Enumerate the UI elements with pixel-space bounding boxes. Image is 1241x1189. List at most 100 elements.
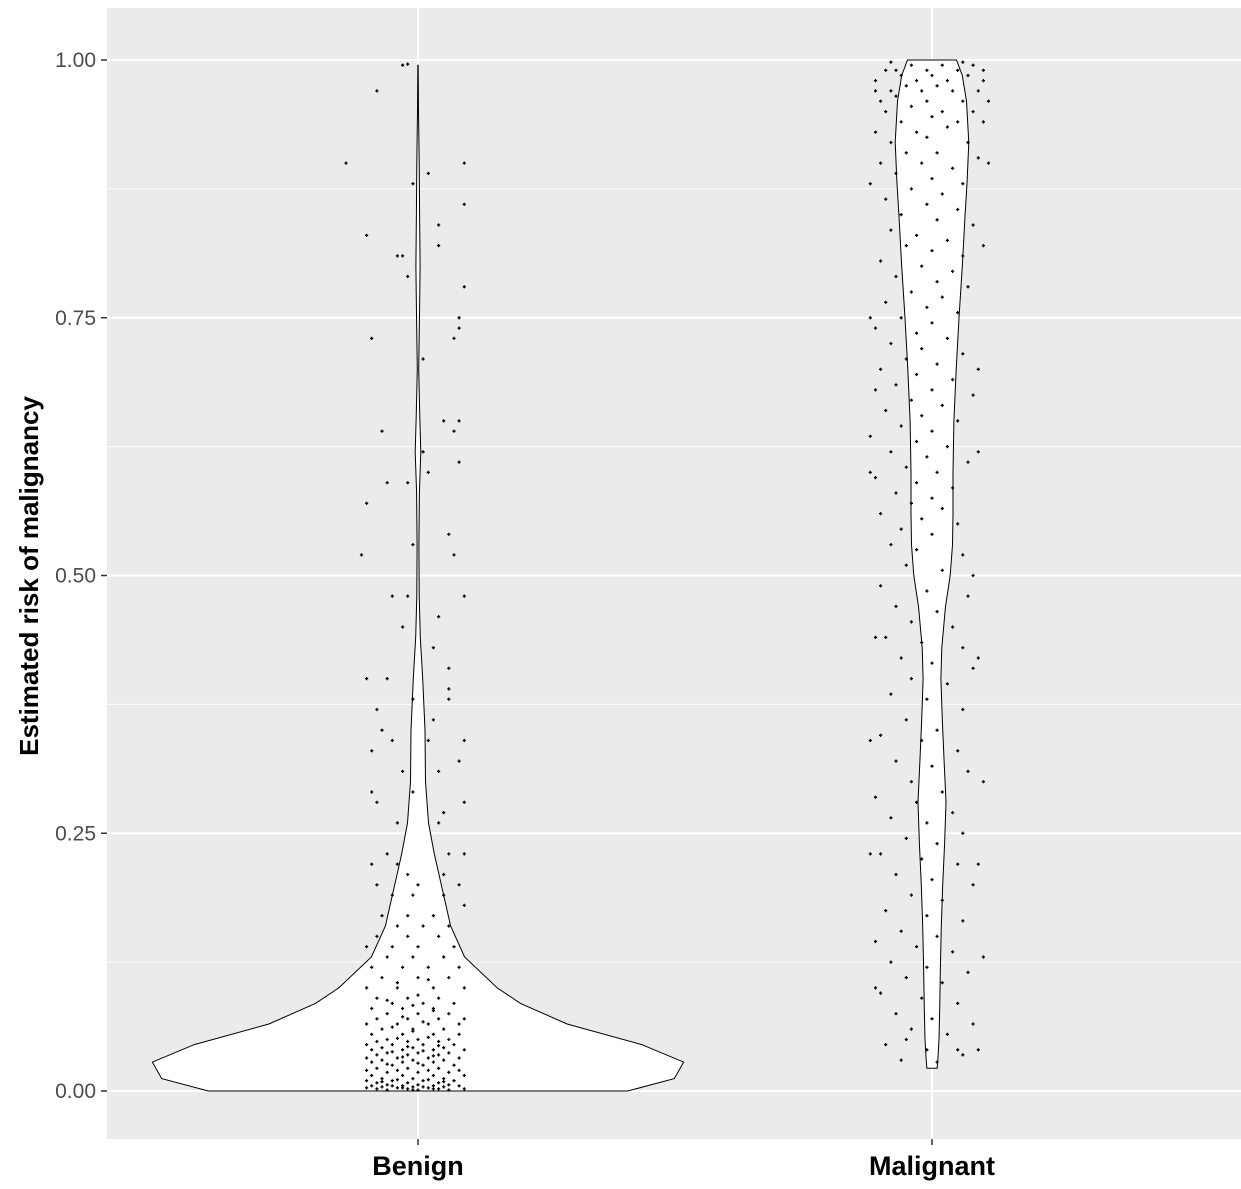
point-benign-158 (380, 1058, 384, 1062)
point-malignant-53 (899, 213, 903, 217)
point-benign-179 (431, 1073, 435, 1078)
point-benign-176 (447, 1070, 451, 1074)
point-benign-115 (447, 1012, 451, 1016)
point-malignant-78 (889, 341, 893, 346)
point-benign-173 (457, 1068, 461, 1072)
point-malignant-139 (904, 718, 908, 722)
point-malignant-168 (899, 929, 903, 933)
point-malignant-93 (956, 419, 960, 423)
point-benign-124 (380, 1027, 384, 1031)
point-benign-3 (344, 161, 348, 165)
point-benign-222 (401, 1055, 405, 1059)
point-benign-140 (452, 1043, 456, 1047)
point-benign-171 (395, 1068, 399, 1072)
point-malignant-102 (904, 465, 908, 469)
x-tick-label-benign: Benign (372, 1151, 464, 1181)
point-malignant-49 (940, 192, 944, 196)
point-benign-20 (442, 419, 446, 423)
point-malignant-29 (899, 120, 903, 124)
point-malignant-210 (986, 161, 991, 165)
point-malignant-135 (945, 682, 949, 686)
point-malignant-87 (930, 388, 934, 392)
point-benign-130 (457, 1032, 461, 1036)
point-benign-215 (411, 1088, 415, 1092)
point-benign-182 (411, 1077, 415, 1081)
point-malignant-179 (920, 996, 924, 1000)
point-benign-120 (365, 1022, 369, 1026)
point-malignant-185 (945, 1032, 949, 1036)
point-benign-78 (406, 914, 410, 918)
point-malignant-45 (894, 171, 898, 175)
point-benign-88 (416, 945, 420, 949)
point-malignant-21 (894, 94, 898, 98)
point-benign-75 (442, 893, 446, 897)
point-malignant-77 (945, 336, 949, 340)
point-benign-12 (401, 254, 405, 258)
point-benign-239 (426, 978, 430, 982)
point-benign-19 (421, 357, 425, 361)
point-malignant-208 (981, 244, 985, 248)
point-malignant-10 (930, 73, 934, 78)
violin-malignant (894, 59, 970, 1069)
point-benign-187 (452, 1079, 456, 1083)
point-benign-220 (385, 1062, 389, 1066)
point-benign-152 (406, 1053, 410, 1057)
point-malignant-173 (889, 960, 893, 964)
point-malignant-165 (884, 909, 888, 913)
x-axis: Benign Malignant (372, 1139, 995, 1181)
point-benign-221 (416, 1061, 420, 1065)
point-benign-28 (426, 470, 430, 474)
point-benign-122 (426, 1022, 430, 1026)
point-benign-13 (462, 285, 466, 289)
point-malignant-212 (981, 68, 985, 72)
point-malignant-7 (873, 79, 878, 83)
point-benign-216 (380, 1080, 384, 1084)
point-malignant-26 (909, 104, 913, 108)
point-benign-96 (457, 965, 461, 969)
point-benign-59 (442, 811, 446, 815)
point-benign-189 (406, 1081, 410, 1085)
point-malignant-182 (930, 1017, 934, 1021)
point-benign-25 (406, 481, 410, 485)
point-benign-77 (380, 914, 384, 918)
point-malignant-189 (899, 1058, 903, 1062)
point-malignant-85 (951, 378, 955, 382)
point-benign-57 (375, 800, 379, 804)
point-malignant-105 (915, 481, 919, 485)
point-benign-84 (406, 934, 410, 938)
point-benign-202 (395, 1086, 399, 1090)
point-malignant-50 (884, 197, 888, 201)
point-benign-137 (365, 1043, 369, 1047)
point-malignant-141 (879, 733, 883, 737)
point-benign-131 (385, 1037, 389, 1041)
point-malignant-42 (879, 161, 883, 165)
point-malignant-186 (884, 1043, 888, 1047)
point-benign-22 (452, 429, 456, 433)
point-malignant-14 (889, 89, 893, 93)
point-benign-99 (447, 976, 451, 980)
point-malignant-195 (981, 955, 985, 959)
point-malignant-205 (873, 388, 878, 392)
y-tick-label-0: 0.00 (55, 1080, 96, 1103)
point-benign-207 (462, 1087, 466, 1091)
y-tick-label-1: 0.25 (55, 822, 96, 845)
point-benign-234 (431, 1009, 435, 1013)
point-benign-203 (426, 1086, 430, 1090)
point-malignant-142 (920, 738, 924, 743)
point-malignant-68 (909, 290, 913, 294)
point-benign-218 (395, 1078, 399, 1082)
point-malignant-40 (935, 151, 939, 155)
point-malignant-160 (894, 872, 898, 877)
point-benign-149 (416, 1051, 420, 1055)
point-benign-42 (365, 677, 369, 681)
point-malignant-127 (951, 625, 955, 629)
point-malignant-28 (971, 110, 975, 114)
point-benign-72 (457, 883, 461, 887)
point-benign-194 (370, 1084, 374, 1088)
point-malignant-170 (873, 939, 878, 944)
point-malignant-175 (966, 970, 970, 974)
point-benign-219 (426, 1078, 430, 1082)
point-benign-47 (380, 728, 384, 732)
point-benign-116 (375, 1017, 379, 1021)
point-malignant-57 (915, 233, 919, 237)
